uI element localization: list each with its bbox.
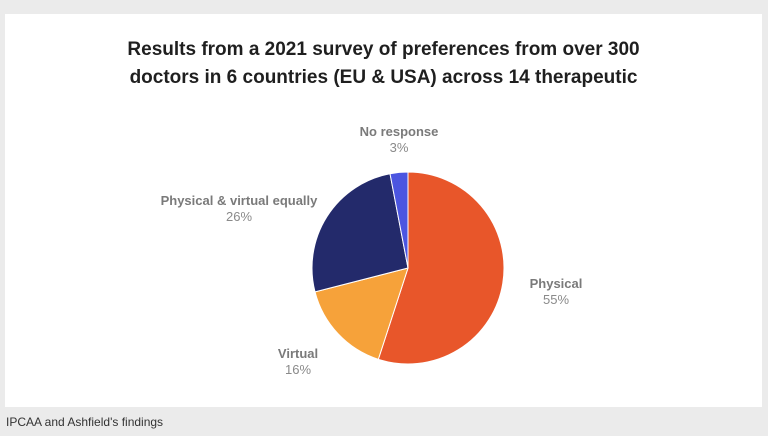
slice-label-value: 26% [226, 209, 252, 224]
slice-label-physical: Physical 55% [530, 276, 583, 307]
slice-label-virtual: Virtual 16% [278, 346, 318, 377]
slice-label-value: 55% [543, 292, 569, 307]
chart-card: Results from a 2021 survey of preference… [5, 14, 762, 407]
pie-slice-physical [377, 171, 505, 365]
slice-label-name: Virtual [278, 346, 318, 361]
slice-label-name: Physical [530, 276, 583, 291]
figure-caption: IPCAA and Ashfield's findings [6, 415, 164, 429]
pie-slice-no-response [389, 171, 409, 269]
chart-title: Results from a 2021 survey of preference… [5, 36, 762, 92]
slice-label-value: 16% [285, 362, 311, 377]
chart-title-line-1: Results from a 2021 survey of preference… [127, 39, 640, 60]
slice-label-value: 3% [390, 140, 409, 155]
slice-label-no-response: No response 3% [360, 124, 439, 155]
pie-slice-virtual [314, 267, 409, 360]
slice-label-name: No response [360, 124, 439, 139]
chart-title-line-2: doctors in 6 countries (EU & USA) across… [129, 67, 638, 88]
slice-label-name: Physical & virtual equally [161, 193, 319, 208]
slice-label-physical-virtual-equally: Physical & virtual equally 26% [161, 193, 319, 224]
pie-chart: Physical 55% Virtual 16% Physical & virtual … [161, 124, 583, 377]
pie-slice-physical-virtual-equally [311, 173, 409, 293]
